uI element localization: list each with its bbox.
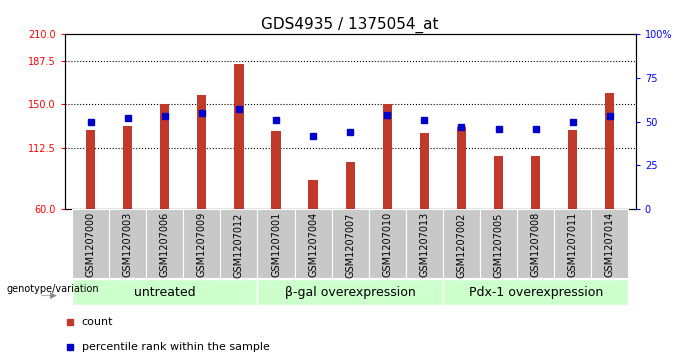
Title: GDS4935 / 1375054_at: GDS4935 / 1375054_at <box>261 17 439 33</box>
Bar <box>443 209 480 278</box>
Text: GSM1207014: GSM1207014 <box>605 212 615 277</box>
Text: GSM1207013: GSM1207013 <box>420 212 429 277</box>
Bar <box>146 209 184 278</box>
Text: GSM1207010: GSM1207010 <box>382 212 392 277</box>
Bar <box>123 126 133 209</box>
Text: β-gal overexpression: β-gal overexpression <box>285 286 415 299</box>
Bar <box>72 209 109 278</box>
Text: untreated: untreated <box>134 286 196 299</box>
Bar <box>72 279 258 305</box>
Bar <box>369 209 406 278</box>
Bar <box>258 209 294 278</box>
Text: GSM1207004: GSM1207004 <box>308 212 318 277</box>
Bar <box>592 209 628 278</box>
Text: GSM1207011: GSM1207011 <box>568 212 578 277</box>
Bar <box>109 209 146 278</box>
Bar <box>294 209 332 278</box>
Text: GSM1207005: GSM1207005 <box>494 212 504 278</box>
Bar <box>420 133 429 209</box>
Text: percentile rank within the sample: percentile rank within the sample <box>82 342 269 352</box>
Text: Pdx-1 overexpression: Pdx-1 overexpression <box>469 286 602 299</box>
Bar <box>568 130 577 209</box>
Bar <box>258 279 443 305</box>
Bar <box>554 209 592 278</box>
Bar <box>86 130 95 209</box>
Bar <box>383 104 392 209</box>
Bar <box>605 93 615 209</box>
Bar <box>531 156 541 209</box>
Bar <box>220 209 258 278</box>
Bar <box>457 127 466 209</box>
Text: GSM1207006: GSM1207006 <box>160 212 170 277</box>
Bar <box>480 209 517 278</box>
Text: count: count <box>82 318 114 327</box>
Bar <box>197 95 207 209</box>
Bar <box>443 279 628 305</box>
Bar <box>271 131 281 209</box>
Text: GSM1207009: GSM1207009 <box>197 212 207 277</box>
Text: genotype/variation: genotype/variation <box>7 284 99 294</box>
Bar <box>160 104 169 209</box>
Text: GSM1207000: GSM1207000 <box>86 212 96 277</box>
Bar <box>494 156 503 209</box>
Text: GSM1207008: GSM1207008 <box>530 212 541 277</box>
Bar <box>517 209 554 278</box>
Bar <box>235 64 243 209</box>
Bar <box>184 209 220 278</box>
Text: GSM1207003: GSM1207003 <box>122 212 133 277</box>
Text: GSM1207012: GSM1207012 <box>234 212 244 278</box>
Text: GSM1207007: GSM1207007 <box>345 212 355 278</box>
Bar <box>309 180 318 209</box>
Bar <box>406 209 443 278</box>
Bar <box>332 209 369 278</box>
Text: GSM1207002: GSM1207002 <box>456 212 466 278</box>
Text: GSM1207001: GSM1207001 <box>271 212 281 277</box>
Bar <box>345 162 355 209</box>
